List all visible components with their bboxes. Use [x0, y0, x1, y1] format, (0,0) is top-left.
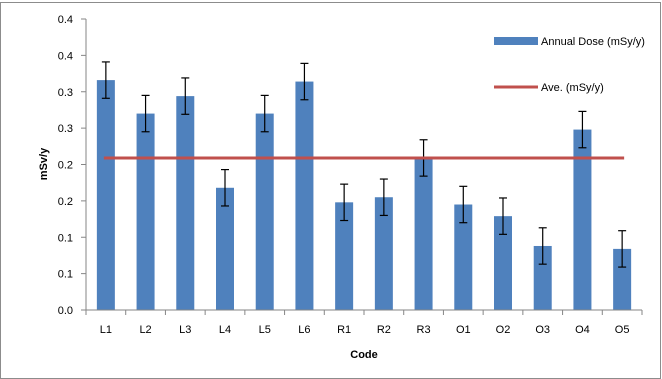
- x-tick-label: O1: [456, 324, 471, 336]
- bar-l2: [136, 113, 155, 310]
- x-tick-label: L2: [139, 324, 151, 336]
- legend-label-average: Ave. (mSy/y): [541, 82, 604, 94]
- error-bars-layer: [101, 61, 627, 268]
- error-bar-r1: [340, 183, 349, 222]
- y-tick-label: 0.1: [58, 269, 73, 281]
- bar-l1: [96, 80, 115, 310]
- x-tick-label: R2: [377, 324, 391, 336]
- bar-r1: [335, 202, 354, 310]
- error-bar-o1: [459, 185, 468, 224]
- x-tick-label: R3: [417, 324, 431, 336]
- error-bar-l6: [300, 62, 309, 101]
- legend-label-annual-dose: Annual Dose (mSy/y): [541, 36, 645, 48]
- x-tick-label: O2: [496, 324, 511, 336]
- y-tick-label: 0.0: [58, 305, 73, 317]
- y-ticks-layer: 0.0 0.1 0.1 0.2 0.2 0.3 0.3 0.4 0.4: [58, 14, 86, 317]
- bar-o5: [613, 248, 632, 310]
- legend: Annual Dose (mSy/y) Ave. (mSy/y): [494, 36, 645, 94]
- bar-l3: [176, 96, 195, 311]
- y-tick-label: 0.3: [58, 123, 73, 135]
- bar-o3: [533, 245, 552, 310]
- error-bar-o2: [499, 197, 507, 235]
- x-tick-label: L6: [298, 324, 310, 336]
- bars-layer: [96, 80, 632, 311]
- error-bar-o3: [538, 227, 547, 265]
- bar-l6: [295, 81, 314, 310]
- x-tick-label: L3: [179, 324, 191, 336]
- y-tick-label: 0.1: [58, 232, 73, 244]
- x-tick-label: L1: [100, 324, 112, 336]
- error-bar-o4: [578, 110, 587, 149]
- error-bar-l5: [260, 94, 269, 133]
- error-bar-l1: [101, 61, 110, 99]
- x-tick-label: O4: [575, 324, 590, 336]
- bar-r2: [374, 197, 393, 310]
- bar-l5: [255, 113, 274, 310]
- error-bar-r2: [379, 178, 388, 217]
- error-bar-l3: [181, 77, 190, 115]
- error-bar-o5: [618, 230, 627, 268]
- bar-o2: [494, 216, 512, 310]
- y-tick-label: 0.4: [58, 14, 73, 26]
- x-tick-label: O3: [535, 324, 550, 336]
- bar-l4: [216, 187, 234, 310]
- bar-r3: [414, 157, 433, 310]
- error-bar-l2: [141, 94, 150, 133]
- y-tick-label: 0.3: [58, 87, 73, 99]
- y-tick-label: 0.2: [58, 160, 73, 172]
- y-tick-label: 0.4: [58, 50, 73, 62]
- error-bar-l4: [221, 168, 229, 207]
- x-tick-label: L4: [219, 324, 231, 336]
- x-tick-label: O5: [615, 324, 630, 336]
- x-tick-label: R1: [337, 324, 351, 336]
- y-axis-title: mSv/y: [38, 147, 50, 180]
- x-tick-label: L5: [259, 324, 271, 336]
- x-axis-title: Code: [350, 349, 378, 361]
- x-ticks-layer: L1 L2 L3 L4 L5 L6 R1 R2 R3 O1 O2 O3 O4 O5: [85, 310, 643, 336]
- bar-o4: [573, 129, 592, 310]
- legend-swatch-annual-dose: [494, 37, 538, 45]
- bar-o1: [454, 204, 473, 310]
- y-tick-label: 0.2: [58, 196, 73, 208]
